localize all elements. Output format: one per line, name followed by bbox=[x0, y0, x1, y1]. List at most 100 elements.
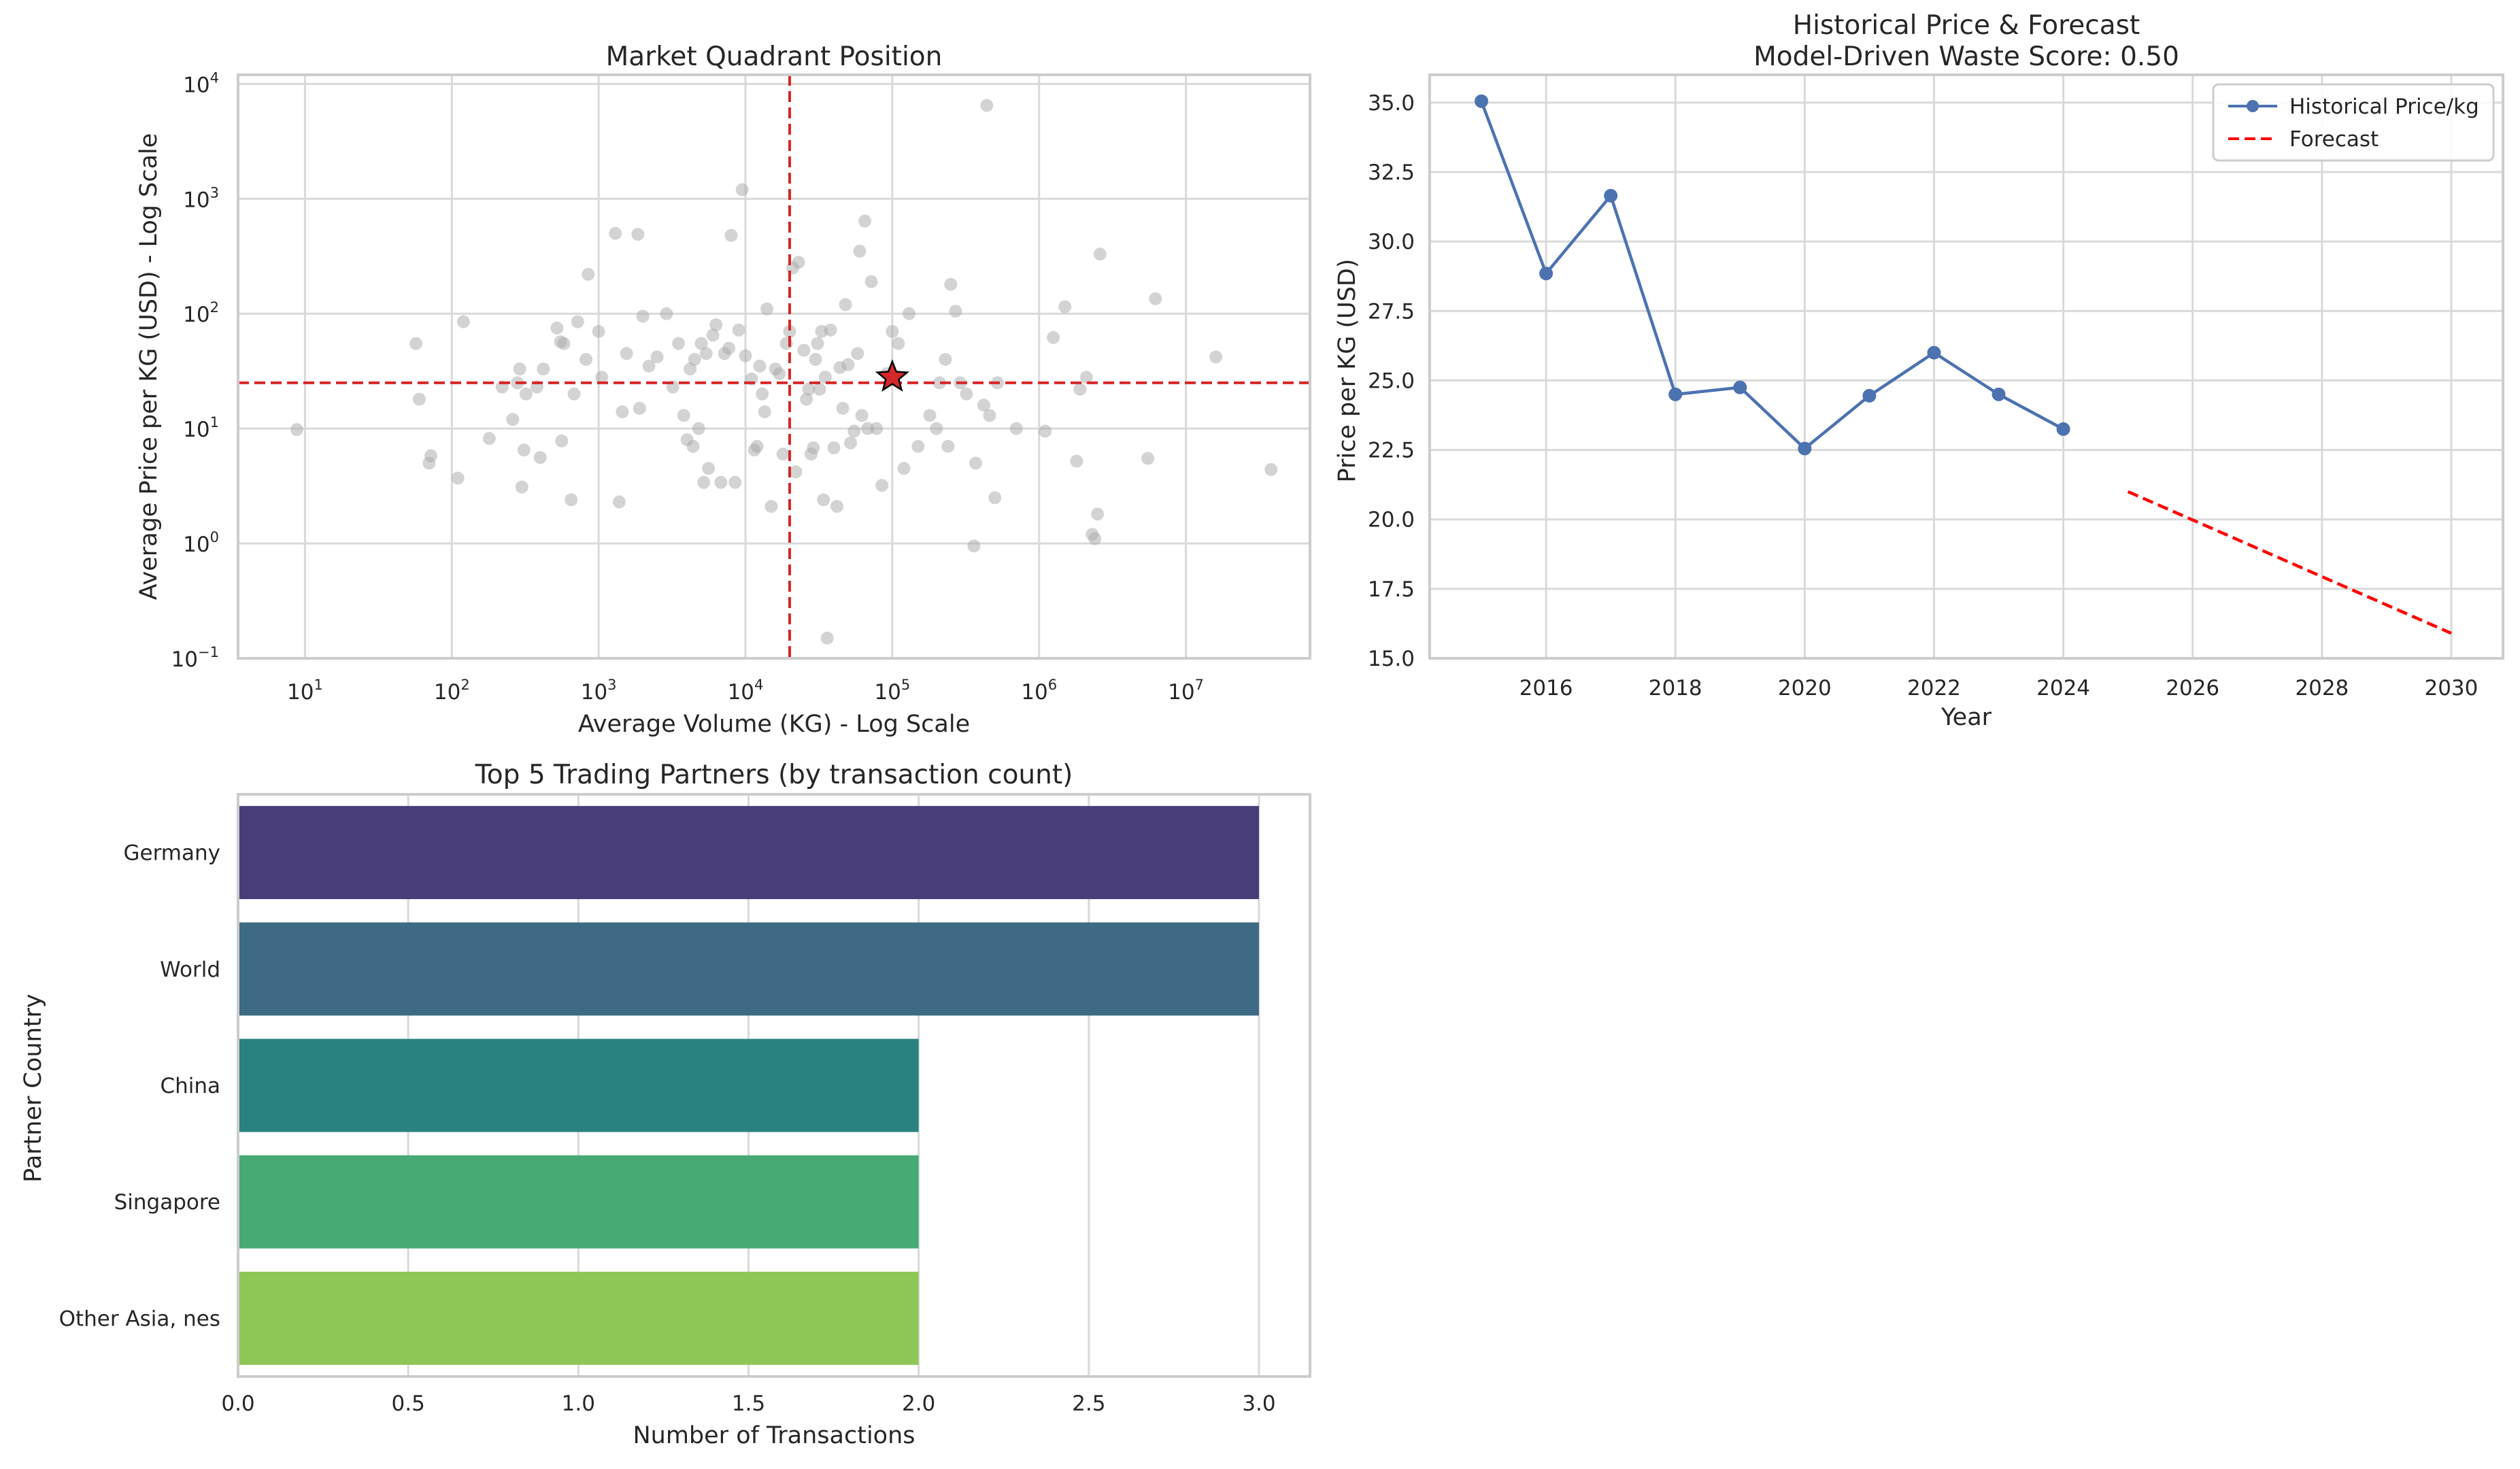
scatter-point bbox=[409, 337, 423, 350]
scatter-point bbox=[722, 341, 735, 355]
scatter-y-ticks: 10−1 100 101 102 103 104 bbox=[171, 69, 219, 672]
scatter-point bbox=[820, 631, 834, 645]
bar-category-label: Other Asia, nes bbox=[59, 1306, 220, 1331]
scatter-point bbox=[537, 362, 550, 376]
scatter-point bbox=[983, 409, 996, 422]
line-y-ticks: 15.0 17.5 20.0 22.5 25.0 27.5 30.0 32.5 35.0 bbox=[1368, 91, 1415, 671]
scatter-point bbox=[800, 392, 813, 406]
scatter-point bbox=[1070, 454, 1083, 468]
scatter-highlight bbox=[875, 359, 909, 392]
scatter-point bbox=[967, 539, 981, 553]
scatter-point bbox=[699, 347, 713, 360]
scatter-point bbox=[760, 302, 774, 316]
scatter-point bbox=[482, 432, 496, 445]
line-panel: 2016 2018 2020 2022 2024 2026 2028 2030 15.0 17.… bbox=[1334, 10, 2504, 731]
scatter-y-tick-label: 102 bbox=[183, 299, 219, 327]
bar-y-axis-label: Partner Country bbox=[20, 994, 47, 1182]
historical-price-point bbox=[2056, 422, 2070, 436]
line-x-ticks: 2016 2018 2020 2022 2024 2026 2028 2030 bbox=[1519, 676, 2479, 700]
scatter-point bbox=[732, 323, 745, 337]
scatter-point bbox=[758, 405, 771, 418]
scatter-point bbox=[739, 349, 752, 362]
line-x-tick-label: 2022 bbox=[1907, 676, 1961, 700]
scatter-point bbox=[870, 422, 884, 435]
legend-label-historical: Historical Price/kg bbox=[2289, 95, 2479, 119]
scatter-point bbox=[1264, 462, 1278, 476]
bar-x-tick-label: 2.5 bbox=[1072, 1391, 1105, 1416]
line-y-tick-label: 17.5 bbox=[1368, 577, 1415, 602]
scatter-point bbox=[519, 387, 533, 401]
scatter-y-axis-label: Average Price per KG (USD) - Log Scale bbox=[135, 133, 163, 601]
line-title: Historical Price & Forecast bbox=[1793, 10, 2140, 41]
bar-category-label: China bbox=[160, 1074, 220, 1098]
scatter-point bbox=[1073, 382, 1087, 396]
scatter-point bbox=[533, 451, 547, 465]
line-y-tick-label: 27.5 bbox=[1368, 299, 1415, 324]
scatter-point bbox=[911, 439, 925, 453]
scatter-point bbox=[515, 480, 528, 494]
line-x-tick-label: 2016 bbox=[1519, 676, 1573, 700]
historical-price-point bbox=[1733, 380, 1747, 394]
legend-label-forecast: Forecast bbox=[2289, 127, 2379, 152]
scatter-y-tick-label: 104 bbox=[183, 69, 219, 97]
line-y-tick-label: 35.0 bbox=[1368, 91, 1415, 116]
scatter-y-tick-label: 100 bbox=[183, 529, 219, 557]
scatter-x-axis-label: Average Volume (KG) - Log Scale bbox=[578, 711, 970, 738]
line-x-tick-label: 2018 bbox=[1649, 676, 1702, 700]
scatter-point bbox=[792, 256, 805, 269]
scatter-point bbox=[616, 405, 629, 418]
scatter-point bbox=[797, 343, 811, 357]
line-x-axis-label: Year bbox=[1941, 704, 1992, 731]
line-plot-area bbox=[1430, 75, 2503, 658]
scatter-point bbox=[864, 275, 878, 288]
scatter-x-tick-label: 106 bbox=[1021, 677, 1057, 705]
bar-category-label: Germany bbox=[124, 841, 220, 866]
scatter-point bbox=[853, 244, 867, 258]
scatter-point bbox=[582, 267, 595, 281]
scatter-point bbox=[412, 392, 426, 406]
scatter-x-tick-label: 105 bbox=[874, 677, 910, 705]
scatter-point bbox=[672, 337, 686, 350]
bar-x-tick-label: 2.0 bbox=[902, 1391, 935, 1416]
scatter-point bbox=[451, 471, 465, 485]
bar-x-tick-label: 1.5 bbox=[732, 1391, 765, 1416]
historical-price-point bbox=[1927, 345, 1941, 360]
scatter-point bbox=[714, 475, 728, 489]
scatter-point bbox=[756, 387, 769, 401]
scatter-point bbox=[688, 352, 701, 366]
scatter-point bbox=[706, 328, 720, 342]
scatter-point bbox=[290, 423, 303, 437]
scatter-point bbox=[977, 399, 990, 412]
historical-price-point bbox=[1539, 267, 1553, 281]
scatter-point bbox=[802, 382, 816, 396]
scatter-point bbox=[702, 462, 716, 475]
scatter-y-tick-label: 10−1 bbox=[171, 644, 219, 672]
scatter-point bbox=[633, 401, 646, 415]
scatter-point bbox=[753, 359, 767, 373]
scatter-point bbox=[686, 439, 700, 453]
scatter-point bbox=[783, 324, 796, 338]
scatter-point bbox=[1091, 507, 1105, 521]
bar-x-tick-label: 1.0 bbox=[562, 1391, 595, 1416]
bar-panel: 0.0 0.5 1.0 1.5 2.0 2.5 3.0 Germany World China S… bbox=[20, 760, 1311, 1449]
scatter-point bbox=[811, 337, 824, 350]
scatter-point bbox=[827, 441, 841, 454]
scatter-title: Market Quadrant Position bbox=[606, 41, 943, 72]
bar-germany bbox=[238, 806, 1259, 900]
scatter-point bbox=[631, 228, 645, 241]
line-frame bbox=[1428, 73, 2504, 660]
scatter-point bbox=[609, 226, 622, 240]
scatter-point bbox=[988, 491, 1002, 505]
scatter-point bbox=[694, 337, 708, 350]
bar-world bbox=[238, 922, 1259, 1016]
line-series bbox=[1475, 94, 2452, 635]
scatter-point bbox=[875, 479, 889, 492]
scatter-point bbox=[677, 409, 690, 422]
bar-singapore bbox=[238, 1155, 919, 1249]
line-y-axis-label: Price per KG (USD) bbox=[1334, 258, 1361, 482]
line-y-tick-label: 20.0 bbox=[1368, 508, 1415, 533]
scatter-point bbox=[839, 298, 852, 311]
bar-category-label: World bbox=[160, 958, 220, 982]
scatter-y-tick-label: 101 bbox=[183, 414, 219, 442]
